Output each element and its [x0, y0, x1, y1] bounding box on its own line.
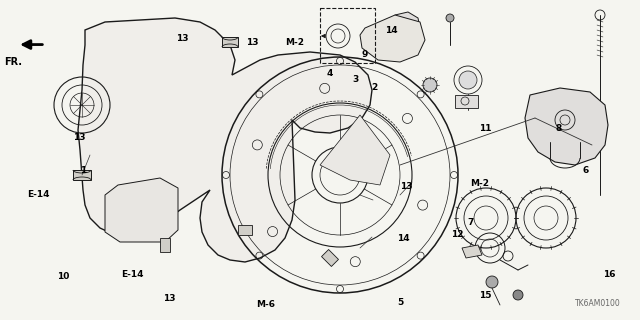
Text: E-14: E-14 — [28, 190, 50, 199]
Text: 3: 3 — [352, 75, 358, 84]
Text: 13: 13 — [72, 133, 85, 142]
Text: 1: 1 — [80, 166, 86, 175]
Polygon shape — [73, 170, 91, 180]
Text: 10: 10 — [57, 272, 69, 281]
Text: M-6: M-6 — [256, 300, 275, 309]
Text: 13: 13 — [176, 34, 189, 43]
Polygon shape — [238, 225, 252, 235]
Polygon shape — [462, 245, 482, 258]
Text: 13: 13 — [163, 294, 176, 303]
Text: 5: 5 — [397, 298, 403, 307]
Polygon shape — [394, 12, 420, 42]
Text: M-2: M-2 — [285, 38, 304, 47]
Circle shape — [513, 290, 523, 300]
Text: 15: 15 — [479, 291, 492, 300]
Text: 4: 4 — [326, 69, 333, 78]
Polygon shape — [455, 95, 478, 108]
Polygon shape — [321, 250, 339, 267]
Polygon shape — [160, 238, 170, 252]
Bar — [320, 8, 375, 63]
Circle shape — [459, 71, 477, 89]
Text: FR.: FR. — [4, 57, 22, 67]
Polygon shape — [222, 37, 238, 47]
Text: 13: 13 — [400, 182, 413, 191]
Polygon shape — [78, 18, 372, 262]
Circle shape — [486, 276, 498, 288]
Polygon shape — [525, 88, 608, 165]
Polygon shape — [360, 15, 425, 62]
Text: 6: 6 — [582, 166, 589, 175]
Text: 8: 8 — [556, 124, 562, 133]
Text: 12: 12 — [451, 230, 464, 239]
Text: M-2: M-2 — [470, 179, 490, 188]
Text: 7: 7 — [467, 218, 474, 227]
Text: 13: 13 — [246, 38, 259, 47]
Text: 11: 11 — [479, 124, 492, 133]
Text: TK6AM0100: TK6AM0100 — [575, 299, 621, 308]
Circle shape — [446, 14, 454, 22]
Text: E-14: E-14 — [122, 270, 144, 279]
Circle shape — [423, 78, 437, 92]
Text: 14: 14 — [385, 26, 398, 35]
Text: 9: 9 — [362, 50, 368, 59]
Polygon shape — [105, 178, 178, 242]
Text: 14: 14 — [397, 234, 410, 243]
Polygon shape — [320, 115, 390, 185]
Text: 2: 2 — [371, 83, 378, 92]
Text: 16: 16 — [603, 270, 616, 279]
